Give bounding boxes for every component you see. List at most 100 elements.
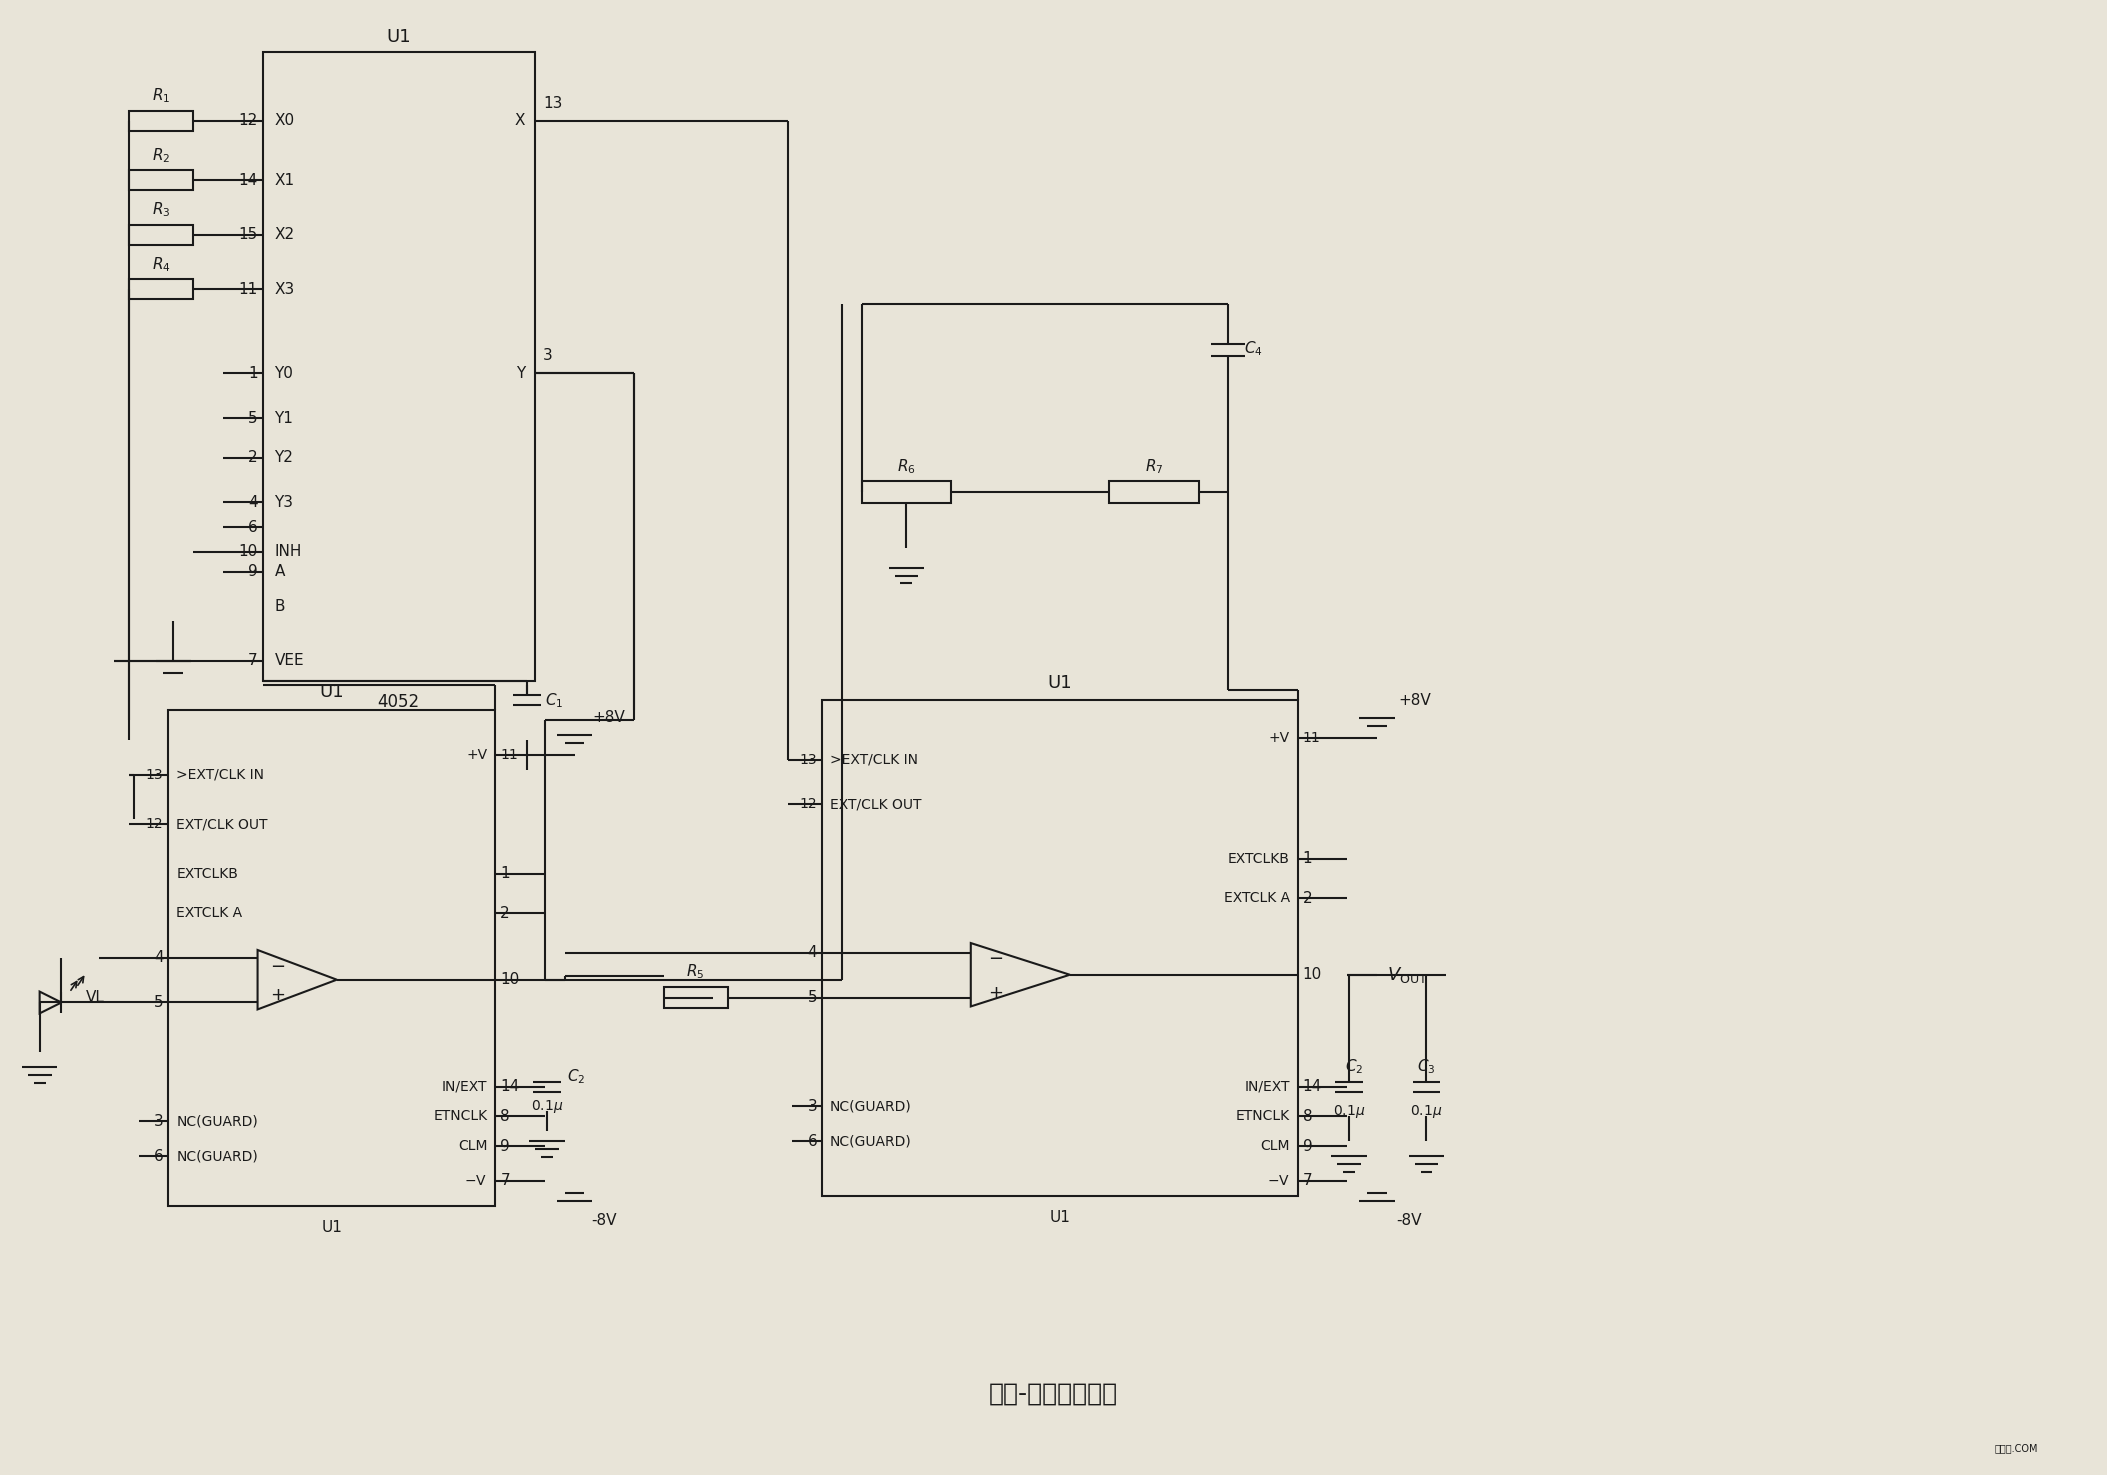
Text: 12: 12 xyxy=(145,817,164,832)
Text: Y2: Y2 xyxy=(274,450,293,465)
Text: NC(GUARD): NC(GUARD) xyxy=(177,1114,257,1128)
Text: 4: 4 xyxy=(154,950,164,966)
Bar xyxy=(664,987,729,1009)
Text: 11: 11 xyxy=(238,282,257,296)
Text: X3: X3 xyxy=(274,282,295,296)
Text: NC(GUARD): NC(GUARD) xyxy=(177,1149,257,1162)
Bar xyxy=(129,279,194,299)
Text: >EXT/CLK IN: >EXT/CLK IN xyxy=(177,767,263,782)
Text: EXTCLKB: EXTCLKB xyxy=(1228,853,1289,866)
Text: VL: VL xyxy=(86,990,105,1004)
Text: $-$: $-$ xyxy=(988,948,1003,966)
Text: 9: 9 xyxy=(249,563,257,580)
Text: 13: 13 xyxy=(145,767,164,782)
Text: 2: 2 xyxy=(499,906,510,920)
Text: +V: +V xyxy=(1268,732,1289,745)
Text: +V: +V xyxy=(466,748,487,761)
Text: 14: 14 xyxy=(238,173,257,187)
Text: B: B xyxy=(274,599,284,614)
Text: NC(GUARD): NC(GUARD) xyxy=(830,1099,912,1114)
Text: 7: 7 xyxy=(499,1173,510,1189)
Text: 6: 6 xyxy=(807,1134,818,1149)
Text: $R_6$: $R_6$ xyxy=(898,457,917,476)
Text: 8: 8 xyxy=(499,1109,510,1124)
Text: U1: U1 xyxy=(1047,674,1072,692)
Text: $R_2$: $R_2$ xyxy=(152,146,171,165)
Text: VEE: VEE xyxy=(274,653,303,668)
Bar xyxy=(169,711,495,1205)
Text: INH: INH xyxy=(274,544,301,559)
Text: NC(GUARD): NC(GUARD) xyxy=(830,1134,912,1148)
Text: 2: 2 xyxy=(249,450,257,465)
Text: $C_2$: $C_2$ xyxy=(567,1068,586,1086)
Text: Y3: Y3 xyxy=(274,494,293,510)
Text: -8V: -8V xyxy=(1395,1212,1422,1227)
Text: EXT/CLK OUT: EXT/CLK OUT xyxy=(177,817,268,832)
Text: $C_2$: $C_2$ xyxy=(1344,1058,1363,1077)
Text: 9: 9 xyxy=(1302,1139,1313,1153)
Text: +8V: +8V xyxy=(592,709,626,724)
Text: Y0: Y0 xyxy=(274,366,293,381)
Text: $0.1\mu$: $0.1\mu$ xyxy=(1334,1103,1365,1120)
Text: 12: 12 xyxy=(801,798,818,811)
Text: $C_3$: $C_3$ xyxy=(1418,1058,1435,1077)
Bar xyxy=(1110,481,1199,503)
Text: 6: 6 xyxy=(154,1149,164,1164)
Text: 15: 15 xyxy=(238,227,257,242)
Bar xyxy=(263,52,535,680)
Text: X2: X2 xyxy=(274,227,295,242)
Text: IN/EXT: IN/EXT xyxy=(442,1080,487,1093)
Text: 4: 4 xyxy=(249,494,257,510)
Text: 9: 9 xyxy=(499,1139,510,1153)
Text: 4: 4 xyxy=(807,945,818,960)
Text: $0.1\mu$: $0.1\mu$ xyxy=(531,1097,563,1115)
Text: X: X xyxy=(514,114,525,128)
Text: $R_1$: $R_1$ xyxy=(152,87,171,105)
Text: ETNCLK: ETNCLK xyxy=(434,1109,487,1124)
Text: $V_{\rm OUT}$: $V_{\rm OUT}$ xyxy=(1386,965,1429,985)
Text: 3: 3 xyxy=(544,348,552,363)
Text: $-$V: $-$V xyxy=(464,1174,487,1187)
Bar xyxy=(822,701,1298,1196)
Text: 3: 3 xyxy=(807,1099,818,1114)
Bar xyxy=(129,111,194,131)
Text: 电流-电压转换电路: 电流-电压转换电路 xyxy=(988,1382,1117,1406)
Text: $R_4$: $R_4$ xyxy=(152,255,171,274)
Text: U1: U1 xyxy=(322,1220,341,1235)
Text: CLM: CLM xyxy=(1260,1139,1289,1153)
Text: $C_4$: $C_4$ xyxy=(1243,339,1262,358)
Text: 13: 13 xyxy=(544,96,563,111)
Text: IN/EXT: IN/EXT xyxy=(1245,1080,1289,1093)
Text: U1: U1 xyxy=(386,28,411,46)
Text: 1: 1 xyxy=(499,866,510,881)
Text: $R_3$: $R_3$ xyxy=(152,201,171,220)
Bar xyxy=(862,481,950,503)
Text: 14: 14 xyxy=(499,1080,520,1094)
Text: X0: X0 xyxy=(274,114,295,128)
Text: EXT/CLK OUT: EXT/CLK OUT xyxy=(830,798,921,811)
Text: ETNCLK: ETNCLK xyxy=(1235,1109,1289,1124)
Text: 10: 10 xyxy=(238,544,257,559)
Text: 3: 3 xyxy=(154,1114,164,1128)
Text: 14: 14 xyxy=(1302,1080,1321,1094)
Text: 图纸网.COM: 图纸网.COM xyxy=(1993,1444,2037,1453)
Text: 1: 1 xyxy=(249,366,257,381)
Text: 13: 13 xyxy=(801,752,818,767)
Bar xyxy=(129,224,194,245)
Text: $0.1\mu$: $0.1\mu$ xyxy=(1410,1103,1443,1120)
Text: >EXT/CLK IN: >EXT/CLK IN xyxy=(830,752,919,767)
Text: CLM: CLM xyxy=(457,1139,487,1153)
Text: X1: X1 xyxy=(274,173,295,187)
Text: 7: 7 xyxy=(249,653,257,668)
Text: 8: 8 xyxy=(1302,1109,1313,1124)
Bar xyxy=(129,171,194,190)
Text: 6: 6 xyxy=(249,519,257,534)
Text: 4052: 4052 xyxy=(377,693,419,711)
Text: $+$: $+$ xyxy=(270,985,284,1003)
Text: A: A xyxy=(274,563,284,580)
Text: $-$V: $-$V xyxy=(1266,1174,1289,1187)
Text: 12: 12 xyxy=(238,114,257,128)
Text: +8V: +8V xyxy=(1399,693,1431,708)
Text: 10: 10 xyxy=(1302,968,1321,982)
Text: 2: 2 xyxy=(1302,891,1313,906)
